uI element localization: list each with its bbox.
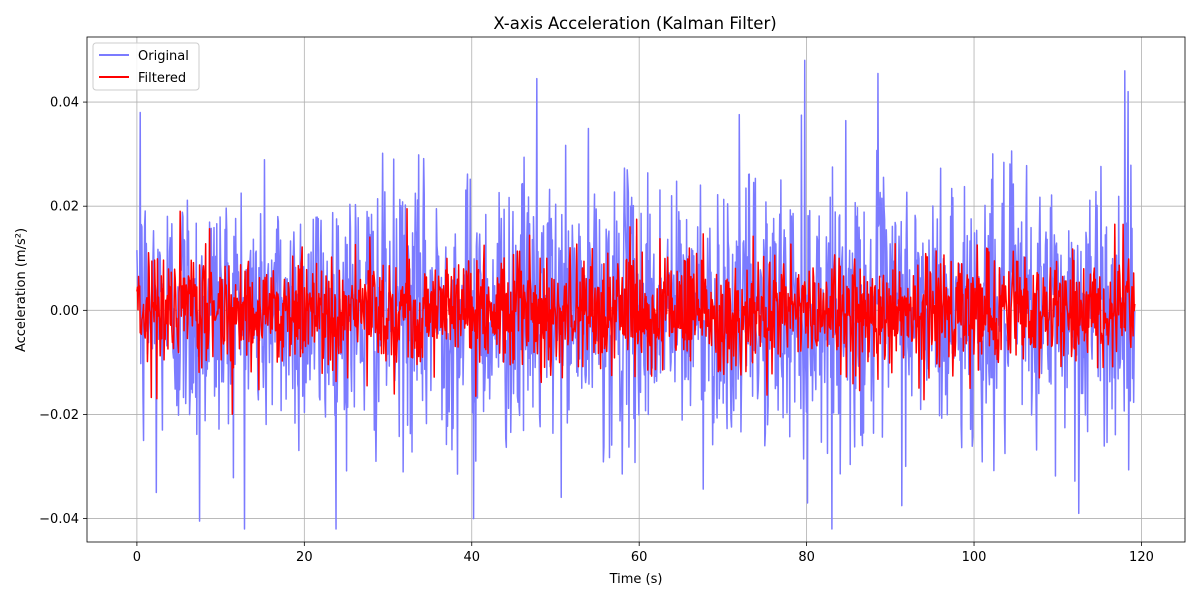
y-axis-label: Acceleration (m/s²) bbox=[14, 228, 29, 352]
y-tick-label: 0.04 bbox=[50, 96, 79, 111]
x-tick-label: 0 bbox=[133, 550, 141, 565]
series-layer bbox=[136, 59, 1136, 530]
chart-title: X-axis Acceleration (Kalman Filter) bbox=[493, 14, 776, 33]
legend: Original Filtered bbox=[92, 42, 200, 91]
x-tick-label: 60 bbox=[631, 550, 648, 565]
y-tick-label: 0.02 bbox=[50, 200, 79, 215]
legend-label-original: Original bbox=[138, 49, 189, 64]
axis-ticks: 0 20 40 60 80 100 120 −0.04 −0.02 0.00 0.02 0.04 bbox=[39, 96, 1154, 565]
plot-frame bbox=[86, 36, 1186, 543]
x-tick-label: 120 bbox=[1129, 550, 1154, 565]
y-tick-label: 0.00 bbox=[50, 304, 79, 319]
x-axis-label: Time (s) bbox=[609, 572, 663, 587]
x-tick-label: 40 bbox=[463, 550, 480, 565]
series-line-filtered bbox=[136, 208, 1136, 416]
x-tick-label: 80 bbox=[798, 550, 815, 565]
legend-label-filtered: Filtered bbox=[138, 71, 186, 86]
x-tick-label: 100 bbox=[962, 550, 987, 565]
y-tick-label: −0.04 bbox=[39, 512, 79, 527]
y-tick-label: −0.02 bbox=[39, 408, 79, 423]
x-tick-label: 20 bbox=[296, 550, 313, 565]
